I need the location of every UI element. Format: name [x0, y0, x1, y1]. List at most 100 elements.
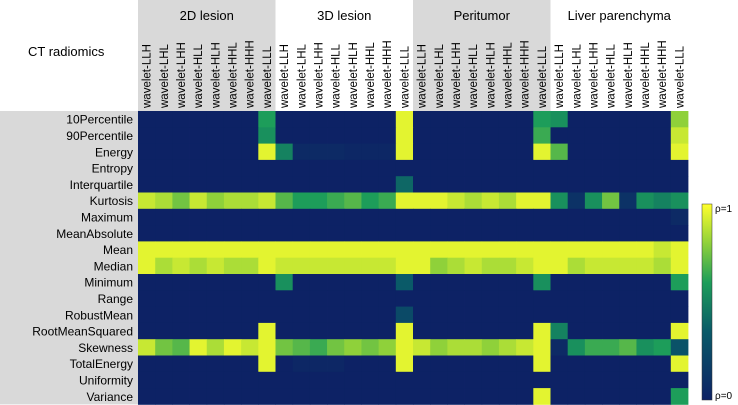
row-label: Entropy	[92, 162, 133, 176]
row-label: TotalEnergy	[70, 357, 133, 371]
heatmap-cell	[619, 143, 637, 161]
heatmap-cell	[481, 208, 500, 226]
heatmap-cell	[155, 371, 173, 389]
heatmap-cell	[395, 274, 414, 291]
heatmap-cell	[361, 355, 380, 373]
heatmap-cell	[481, 274, 500, 291]
heatmap-cell	[413, 241, 431, 259]
heatmap-cell	[206, 322, 225, 340]
row-label: MeanAbsolute	[56, 227, 133, 241]
heatmap-cell	[155, 225, 173, 242]
heatmap-cell	[155, 143, 173, 161]
heatmap-cell	[138, 143, 156, 161]
heatmap-cell	[464, 225, 483, 242]
heatmap-cell	[550, 355, 569, 373]
heatmap-cell	[327, 371, 345, 389]
heatmap-cell	[550, 192, 569, 210]
heatmap-cell	[309, 306, 328, 324]
colorbar-bottom-label: ρ=0	[715, 391, 733, 402]
heatmap-cell	[292, 322, 311, 340]
heatmap-cell	[602, 241, 620, 259]
heatmap-cell	[567, 371, 586, 389]
heatmap-cell	[275, 192, 294, 210]
heatmap-cell	[447, 159, 465, 177]
heatmap-cell	[241, 159, 259, 177]
heatmap-cell	[516, 225, 534, 242]
heatmap-cell	[653, 208, 672, 226]
heatmap-cell	[206, 176, 225, 193]
heatmap-cell	[602, 306, 620, 324]
heatmap-cell	[275, 241, 294, 259]
heatmap-cell	[361, 388, 380, 405]
heatmap-cell	[258, 143, 276, 161]
heatmap-cell	[653, 127, 672, 144]
heatmap-cell	[516, 143, 534, 161]
heatmap-cell	[361, 111, 380, 128]
heatmap-cell	[464, 306, 483, 324]
heatmap-cell	[670, 176, 689, 193]
heatmap-cell	[619, 257, 637, 275]
heatmap-cell	[327, 241, 345, 259]
column-label: wavelet-LHH	[451, 42, 463, 109]
column-label: wavelet-LLL	[262, 45, 274, 109]
heatmap-cell	[567, 225, 586, 242]
group-label: Peritumor	[454, 8, 511, 23]
heatmap-cell	[447, 355, 465, 373]
heatmap-cell	[567, 388, 586, 405]
heatmap-cell	[155, 322, 173, 340]
heatmap-cell	[223, 208, 242, 226]
heatmap-cell	[344, 388, 362, 405]
heatmap-cell	[550, 241, 569, 259]
heatmap-cell	[567, 208, 586, 226]
heatmap-cell	[464, 388, 483, 405]
heatmap-cell	[378, 127, 397, 144]
heatmap-cell	[344, 225, 362, 242]
heatmap-cell	[498, 306, 517, 324]
heatmap-cell	[533, 127, 551, 144]
heatmap-cell	[670, 159, 689, 177]
heatmap-cell	[361, 241, 380, 259]
heatmap-cell	[481, 241, 500, 259]
heatmap-cell	[361, 290, 380, 307]
heatmap-cell	[138, 371, 156, 389]
heatmap-cell	[498, 290, 517, 307]
heatmap-cell	[206, 192, 225, 210]
heatmap-cell	[413, 339, 431, 356]
heatmap-cell	[309, 208, 328, 226]
heatmap-cell	[636, 192, 655, 210]
heatmap-cell	[189, 388, 208, 405]
heatmap-cell	[172, 241, 190, 259]
heatmap-cell	[275, 274, 294, 291]
heatmap-cell	[395, 322, 414, 340]
heatmap-cell	[172, 274, 190, 291]
heatmap-cell	[172, 322, 190, 340]
column-label: wavelet-LLH	[142, 44, 154, 109]
heatmap-cell	[498, 225, 517, 242]
heatmap-cell	[309, 339, 328, 356]
heatmap-cell	[172, 143, 190, 161]
heatmap-cell	[550, 176, 569, 193]
heatmap-cell	[378, 192, 397, 210]
heatmap-cell	[327, 225, 345, 242]
column-label: wavelet-HLH	[210, 42, 222, 109]
heatmap-cell	[395, 306, 414, 324]
heatmap-cell	[430, 111, 448, 128]
row-label: RootMeanSquared	[32, 325, 133, 339]
heatmap-cell	[361, 176, 380, 193]
heatmap-cell	[516, 339, 534, 356]
heatmap-cell	[395, 371, 414, 389]
heatmap-cell	[464, 208, 483, 226]
heatmap-cell	[344, 306, 362, 324]
heatmap-cell	[498, 371, 517, 389]
colorbar-top-label: ρ=1	[715, 204, 733, 215]
heatmap-cell	[275, 339, 294, 356]
column-label: wavelet-LHH	[313, 42, 325, 109]
heatmap-cell	[378, 241, 397, 259]
heatmap-cell	[481, 339, 500, 356]
heatmap-cell	[430, 290, 448, 307]
heatmap-cell	[636, 143, 655, 161]
heatmap-cell	[602, 127, 620, 144]
heatmap-cell	[309, 225, 328, 242]
heatmap-cell	[223, 143, 242, 161]
heatmap-cell	[395, 192, 414, 210]
